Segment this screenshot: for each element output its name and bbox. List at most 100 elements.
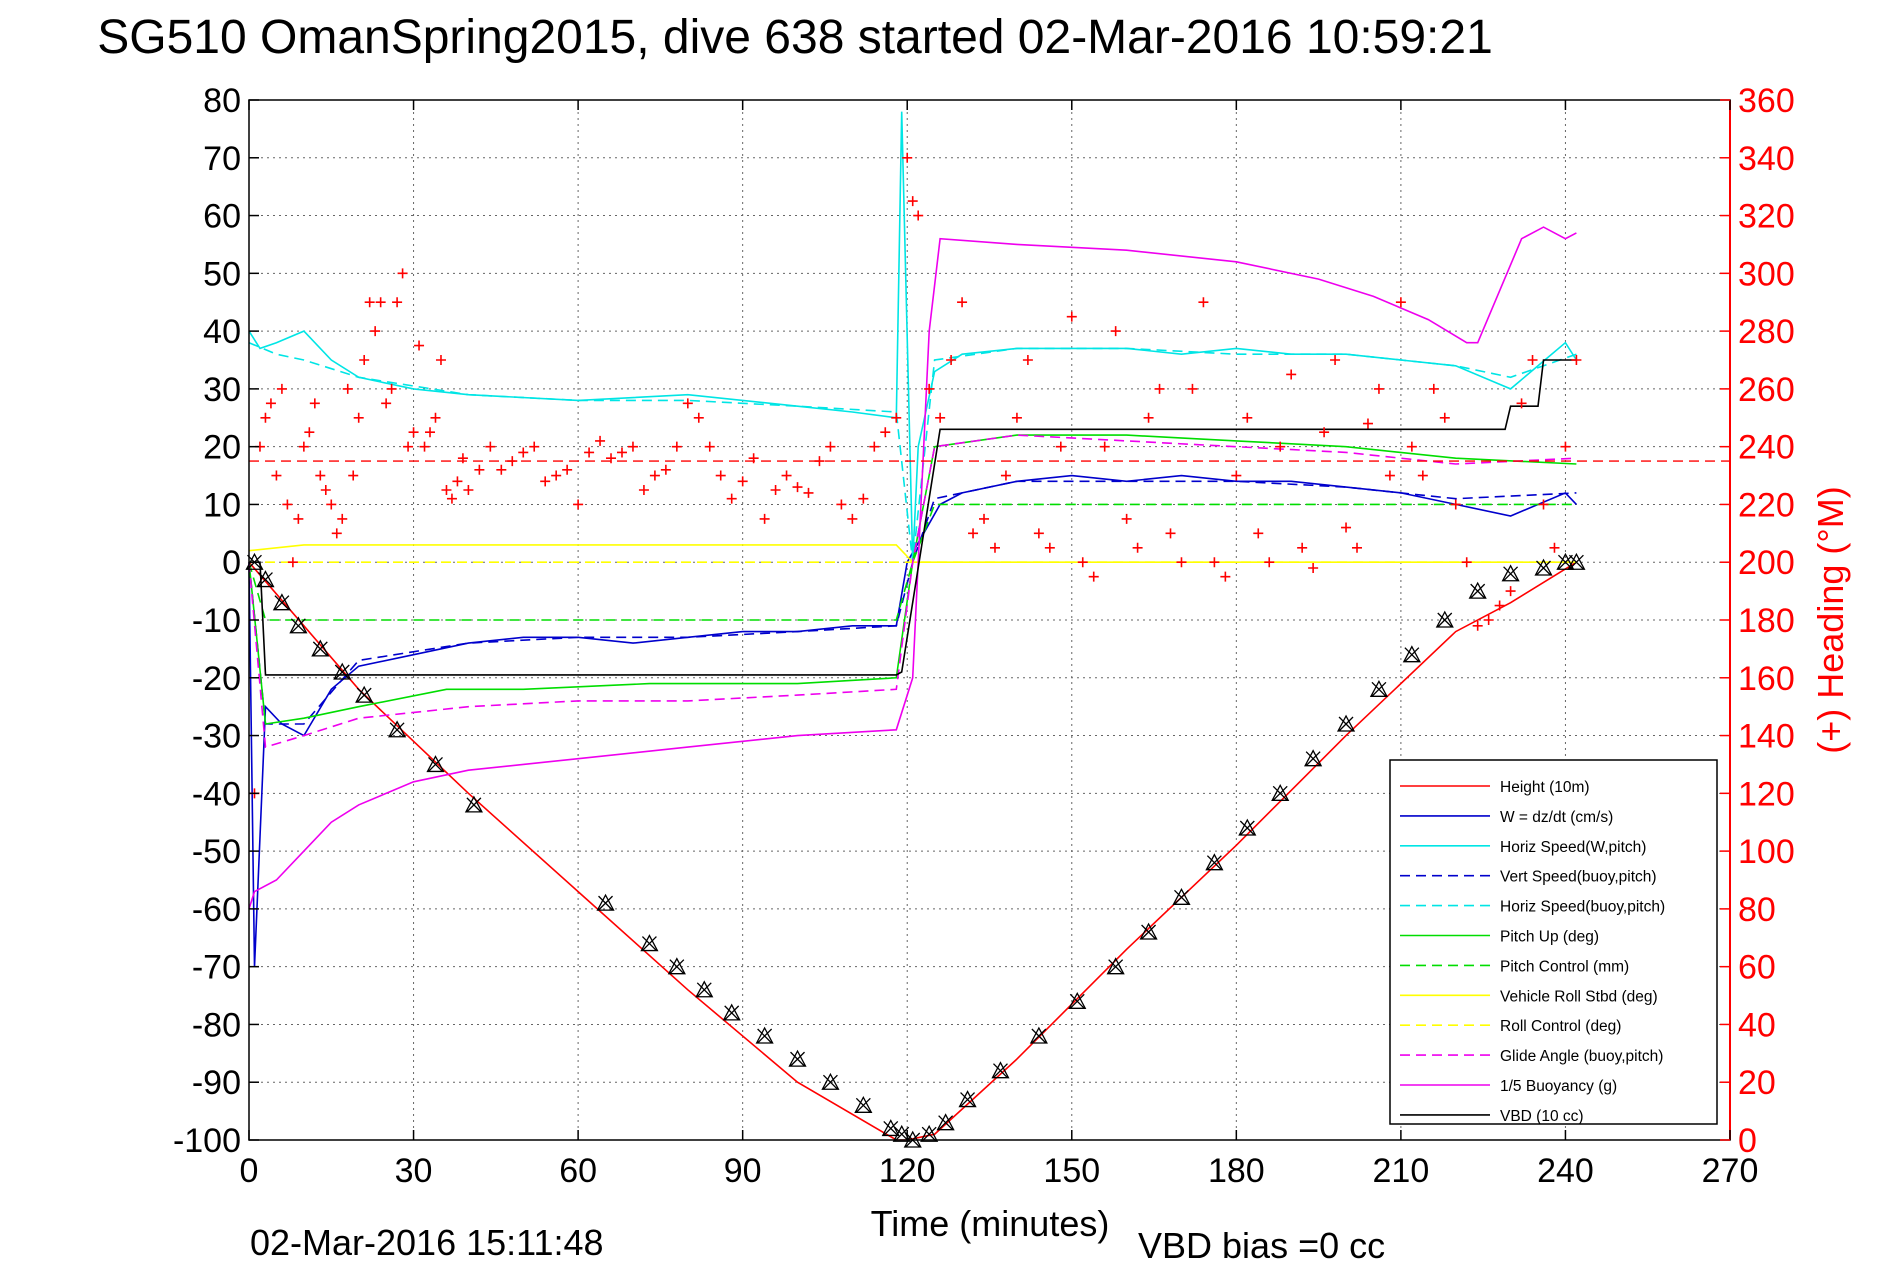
- heading-point: [1297, 542, 1308, 553]
- series-lines: [248, 111, 1730, 1141]
- heading-point: [551, 470, 562, 481]
- heading-point: [584, 447, 595, 458]
- heading-point: [957, 297, 968, 308]
- y-tick-label: 10: [203, 486, 241, 524]
- heading-point: [935, 412, 946, 423]
- right-tick-label: 160: [1738, 660, 1795, 698]
- legend: Height (10m) W = dz/dt (cm/s) Horiz Speed(…: [1389, 759, 1718, 1125]
- heading-point: [408, 427, 419, 438]
- legend-label: Horiz Speed(W,pitch): [1500, 839, 1646, 856]
- legend-label: Pitch Control (mm): [1500, 958, 1629, 975]
- heading-point: [1143, 412, 1154, 423]
- heading-point: [403, 441, 414, 452]
- heading-point: [693, 412, 704, 423]
- heading-point: [375, 297, 386, 308]
- heading-point: [1099, 441, 1110, 452]
- heading-point: [1549, 542, 1560, 553]
- heading-point: [496, 464, 507, 475]
- heading-point: [1417, 470, 1428, 481]
- y-tick-label: 70: [203, 140, 241, 178]
- heading-point: [1000, 470, 1011, 481]
- heading-point: [326, 499, 337, 510]
- legend-label: Vehicle Roll Stbd (deg): [1500, 988, 1658, 1005]
- series-line: [248, 341, 1577, 563]
- heading-point: [1132, 542, 1143, 553]
- right-tick-label: 200: [1738, 544, 1795, 582]
- y-tick-label: 80: [203, 82, 241, 120]
- heading-point: [907, 196, 918, 207]
- heading-point: [342, 383, 353, 394]
- right-tick-label: 320: [1738, 198, 1795, 236]
- heading-point: [474, 464, 485, 475]
- vbd-bias-footer: VBD bias =0 cc: [1138, 1225, 1385, 1262]
- heading-point: [1308, 563, 1319, 573]
- heading-point: [1121, 513, 1132, 524]
- legend-label: Roll Control (deg): [1500, 1018, 1621, 1035]
- heading-point: [704, 441, 715, 452]
- heading-point: [1527, 355, 1538, 365]
- chart-title: SG510 OmanSpring2015, dive 638 started 0…: [97, 11, 1493, 64]
- heading-point: [540, 476, 551, 487]
- heading-point: [715, 470, 726, 481]
- right-tick-label: 40: [1738, 1006, 1776, 1044]
- heading-point: [435, 355, 446, 365]
- y-tick-label: 0: [222, 544, 241, 582]
- right-tick-label: 60: [1738, 949, 1776, 987]
- heading-point: [979, 513, 990, 524]
- right-tick-label: 240: [1738, 429, 1795, 467]
- heading-point: [348, 470, 359, 481]
- heading-point: [320, 485, 331, 495]
- heading-point: [814, 456, 825, 467]
- heading-point: [309, 398, 320, 409]
- x-tick-label: 270: [1702, 1152, 1759, 1190]
- heading-point: [902, 152, 913, 163]
- x-tick-label: 240: [1537, 1152, 1594, 1190]
- x-tick-label: 90: [724, 1152, 762, 1190]
- depth-marker: [722, 1003, 741, 1021]
- heading-point: [260, 412, 271, 423]
- heading-point: [1077, 557, 1088, 568]
- right-tick-label: 260: [1738, 371, 1795, 409]
- depth-marker: [821, 1072, 840, 1090]
- depth-marker: [388, 720, 407, 738]
- heading-point: [1319, 427, 1330, 438]
- heading-point: [792, 482, 803, 493]
- heading-point: [359, 355, 370, 365]
- heading-point: [1011, 412, 1022, 423]
- series-line: [248, 561, 1577, 1141]
- right-tick-label: 0: [1738, 1122, 1757, 1160]
- y-tick-label: -20: [192, 660, 241, 698]
- y-tick-label: 20: [203, 429, 241, 467]
- heading-point: [337, 513, 348, 524]
- right-axis-label: (+) Heading (°M): [1810, 486, 1851, 753]
- heading-point: [847, 513, 858, 524]
- depth-marker: [1029, 1026, 1048, 1044]
- depth-marker: [1271, 783, 1290, 801]
- heading-point: [1275, 441, 1286, 452]
- heading-point: [1483, 615, 1494, 625]
- heading-point: [1505, 586, 1516, 597]
- depth-marker: [920, 1124, 939, 1142]
- legend-label: Height (10m): [1500, 779, 1590, 796]
- heading-point: [518, 447, 529, 458]
- heading-point: [370, 326, 381, 337]
- heading-point: [414, 340, 425, 351]
- depth-marker: [695, 980, 714, 998]
- depth-marker: [355, 685, 374, 703]
- depth-marker: [958, 1090, 977, 1108]
- y-tick-label: 60: [203, 198, 241, 236]
- depth-marker: [755, 1026, 774, 1044]
- heading-point: [1439, 412, 1450, 423]
- heading-point: [913, 210, 924, 221]
- depth-marker: [1068, 991, 1087, 1009]
- right-tick-label: 80: [1738, 891, 1776, 929]
- depth-marker: [667, 957, 686, 975]
- series-line: [248, 434, 1577, 725]
- heading-point: [364, 297, 375, 308]
- heading-point: [803, 487, 814, 498]
- heading-point: [397, 268, 408, 279]
- heading-point: [1384, 470, 1395, 481]
- heading-point: [891, 412, 902, 423]
- depth-marker: [1567, 552, 1586, 570]
